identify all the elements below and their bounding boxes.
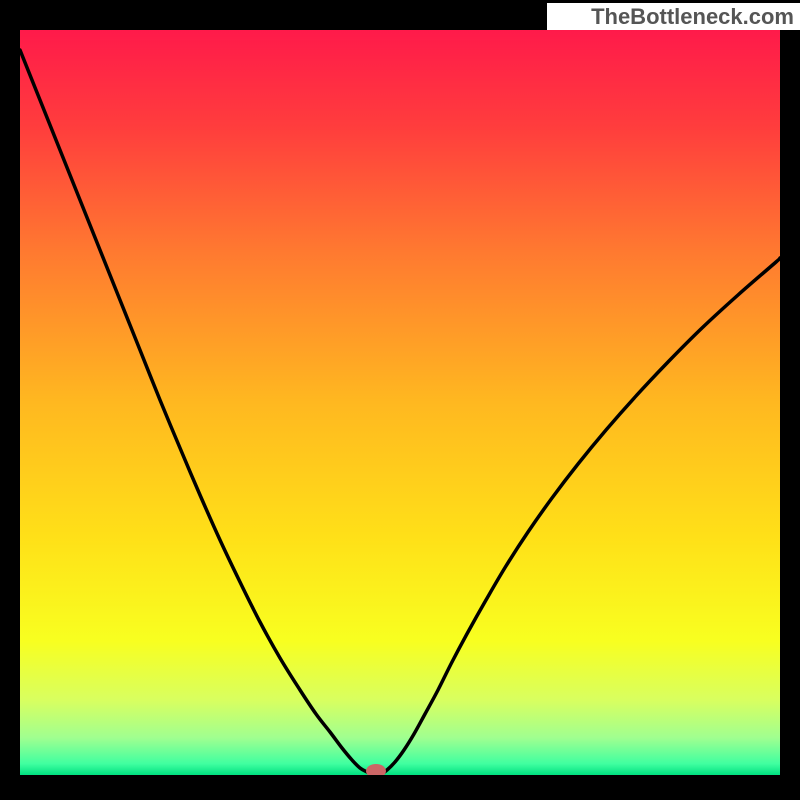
watermark-text: TheBottleneck.com [591,4,794,30]
chart-container: TheBottleneck.com [0,0,800,800]
bottleneck-curve [20,30,780,775]
watermark-label: TheBottleneck.com [547,3,800,30]
minimum-marker [366,764,386,775]
plot-area [20,30,780,775]
